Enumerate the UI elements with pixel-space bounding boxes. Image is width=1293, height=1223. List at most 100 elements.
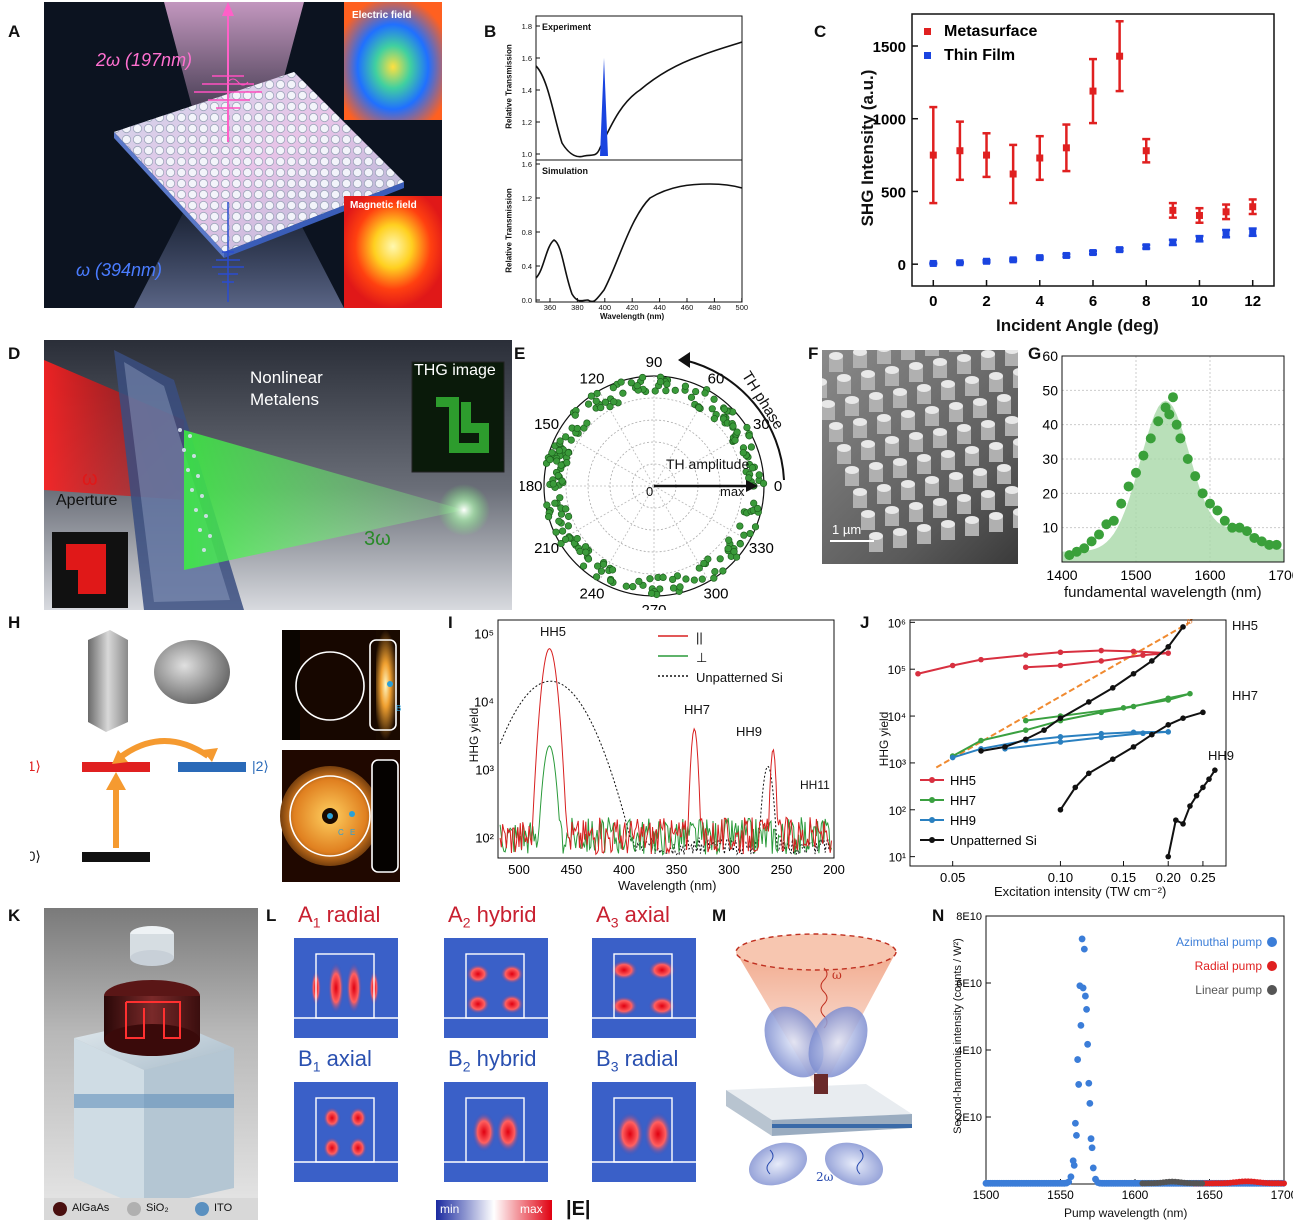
n-xtick-label: 1500	[973, 1188, 1000, 1202]
sem-pillar-body	[981, 494, 995, 510]
mode-subscript: 2	[462, 914, 471, 931]
i-xtick-label: 250	[771, 862, 793, 877]
sem-pillar-top	[941, 520, 955, 528]
sem-pillar-body	[837, 378, 851, 394]
e-data-point	[720, 405, 729, 413]
b-xlabel: Wavelength (nm)	[600, 312, 665, 321]
state-0-label: |0⟩	[30, 848, 41, 864]
j-hh7-point	[1098, 709, 1105, 716]
sem-pillar-top	[941, 450, 955, 458]
n-azimuthal-point	[1073, 1131, 1080, 1139]
sem-pillar-top	[877, 414, 891, 422]
b-bottom-ytick: 1.2	[522, 194, 532, 203]
e-data-point	[710, 574, 718, 582]
sem-pillar-body	[822, 404, 835, 420]
n-ylabel: Second-harmonic intensity (counts / W²)	[952, 938, 964, 1134]
state-1-label: |1⟩	[30, 758, 41, 774]
thg-image-label: THG image	[414, 362, 496, 379]
c-marker	[929, 151, 937, 159]
sem-pillar-body	[853, 422, 867, 438]
e-data-point	[549, 480, 557, 488]
n-azimuthal-point	[1075, 1081, 1083, 1088]
mode-map-bg	[294, 1082, 398, 1182]
e-data-point	[627, 379, 635, 387]
e-data-point	[558, 477, 566, 485]
sem-pillar-body	[829, 426, 843, 442]
b-xtick: 380	[571, 303, 584, 312]
sem-pillar-top	[941, 380, 955, 388]
j-hh5-annotation: HH5	[1232, 618, 1259, 633]
j-xtick-label: 0.25	[1190, 870, 1215, 885]
sem-pillar-top	[853, 418, 867, 426]
j-unpatterned-hh5-point	[1130, 670, 1137, 677]
c-xtick-label: 0	[929, 293, 937, 310]
mode-map-5	[444, 1082, 548, 1182]
hh9-peak-label: HH9	[736, 724, 763, 739]
thg-vs-wavelength-chart: 10 20 30 40 50 60 1400 1500 1600 1700	[1042, 348, 1293, 583]
b-top-ytick: 1.2	[522, 118, 532, 127]
hhg-spectrum-chart: 500 450 400 350 300 250 200 10² 10³ 10⁴ 10⁵	[474, 619, 845, 877]
j-unpatterned-hh7-point	[1180, 715, 1186, 722]
j-hh7-point	[1120, 705, 1127, 711]
sem-pillar-body	[861, 374, 875, 390]
sem-pillar-body	[925, 480, 939, 496]
sem-pillar-body	[901, 350, 915, 360]
n-legend-label: Linear pump	[1195, 983, 1262, 997]
state-2-label: |2⟩	[252, 758, 269, 774]
c-xtick-label: 6	[1089, 293, 1097, 310]
b-top-ytick: 1.0	[522, 150, 532, 159]
legend-algaas: AlGaAs	[72, 1202, 110, 1214]
sem-pillar-body	[1005, 490, 1018, 506]
j-hh9-point	[1057, 739, 1064, 745]
i-xtick-label: 400	[613, 862, 635, 877]
j-unpatterned-hh5-point	[1165, 644, 1172, 650]
e-data-point	[579, 562, 588, 570]
j-hh5-point	[1057, 649, 1064, 656]
e-data-point	[676, 583, 684, 591]
j-hh9-point	[1130, 729, 1137, 736]
j-unpatterned-hh5-point	[1109, 685, 1116, 691]
sem-pillar-top	[1013, 368, 1018, 376]
sem-pillar-body	[1005, 350, 1018, 366]
parallel-legend: ||	[696, 630, 703, 645]
sem-pillar-top	[853, 488, 867, 496]
sem-pillar-body	[949, 476, 963, 492]
sem-pillar-body	[1013, 442, 1018, 458]
n-legend-marker	[1267, 937, 1277, 947]
sem-pillar-top	[861, 370, 875, 378]
c-marker	[956, 147, 964, 155]
b-xtick: 460	[681, 303, 694, 312]
j-unpatterned-hh5-point	[978, 748, 984, 754]
sem-pillar-body	[837, 448, 851, 464]
mode-symbol: B	[448, 1046, 463, 1071]
sem-pillar-body	[965, 450, 979, 466]
sem-pillar-top	[949, 402, 963, 410]
panel-a-metasurface-illustration: Electric field Magnetic field 2ω (197nm)…	[44, 2, 442, 308]
sem-pillar-top	[989, 512, 1003, 520]
c-legend-thin-film: Thin Film	[944, 47, 1015, 64]
e-amplitude-arrowhead	[746, 480, 758, 492]
e-angle-label: 300	[703, 585, 728, 602]
e-data-point	[592, 397, 600, 405]
j-hh9-point	[1057, 734, 1064, 740]
c-point-thin-film	[1035, 254, 1044, 262]
sem-pillar-top	[981, 420, 995, 428]
sem-pillar-body	[981, 424, 995, 440]
e-data-point	[554, 472, 562, 480]
omega-label: ω	[82, 468, 98, 490]
e-data-point	[555, 447, 563, 455]
b-top-ytick: 1.8	[522, 22, 532, 31]
c-marker	[1062, 144, 1070, 152]
b-bottom-ytick: 0.0	[522, 296, 532, 305]
electric-field-label: Electric field	[352, 10, 412, 21]
sem-pillar-body	[861, 514, 875, 530]
mode-name: radial	[320, 902, 381, 927]
e-data-point	[739, 449, 747, 457]
sem-pillar-body	[957, 428, 971, 444]
e-data-point	[571, 411, 579, 419]
sem-pillar-top	[861, 510, 875, 518]
sem-pillar-top	[845, 466, 859, 474]
j-hh5-point	[1165, 650, 1172, 656]
sem-pillar-body	[885, 370, 899, 386]
sh-intensity-chart: 2E10 4E10 6E10 8E10 1500 1550 1600 1650 1700 Azim…	[956, 911, 1293, 1202]
